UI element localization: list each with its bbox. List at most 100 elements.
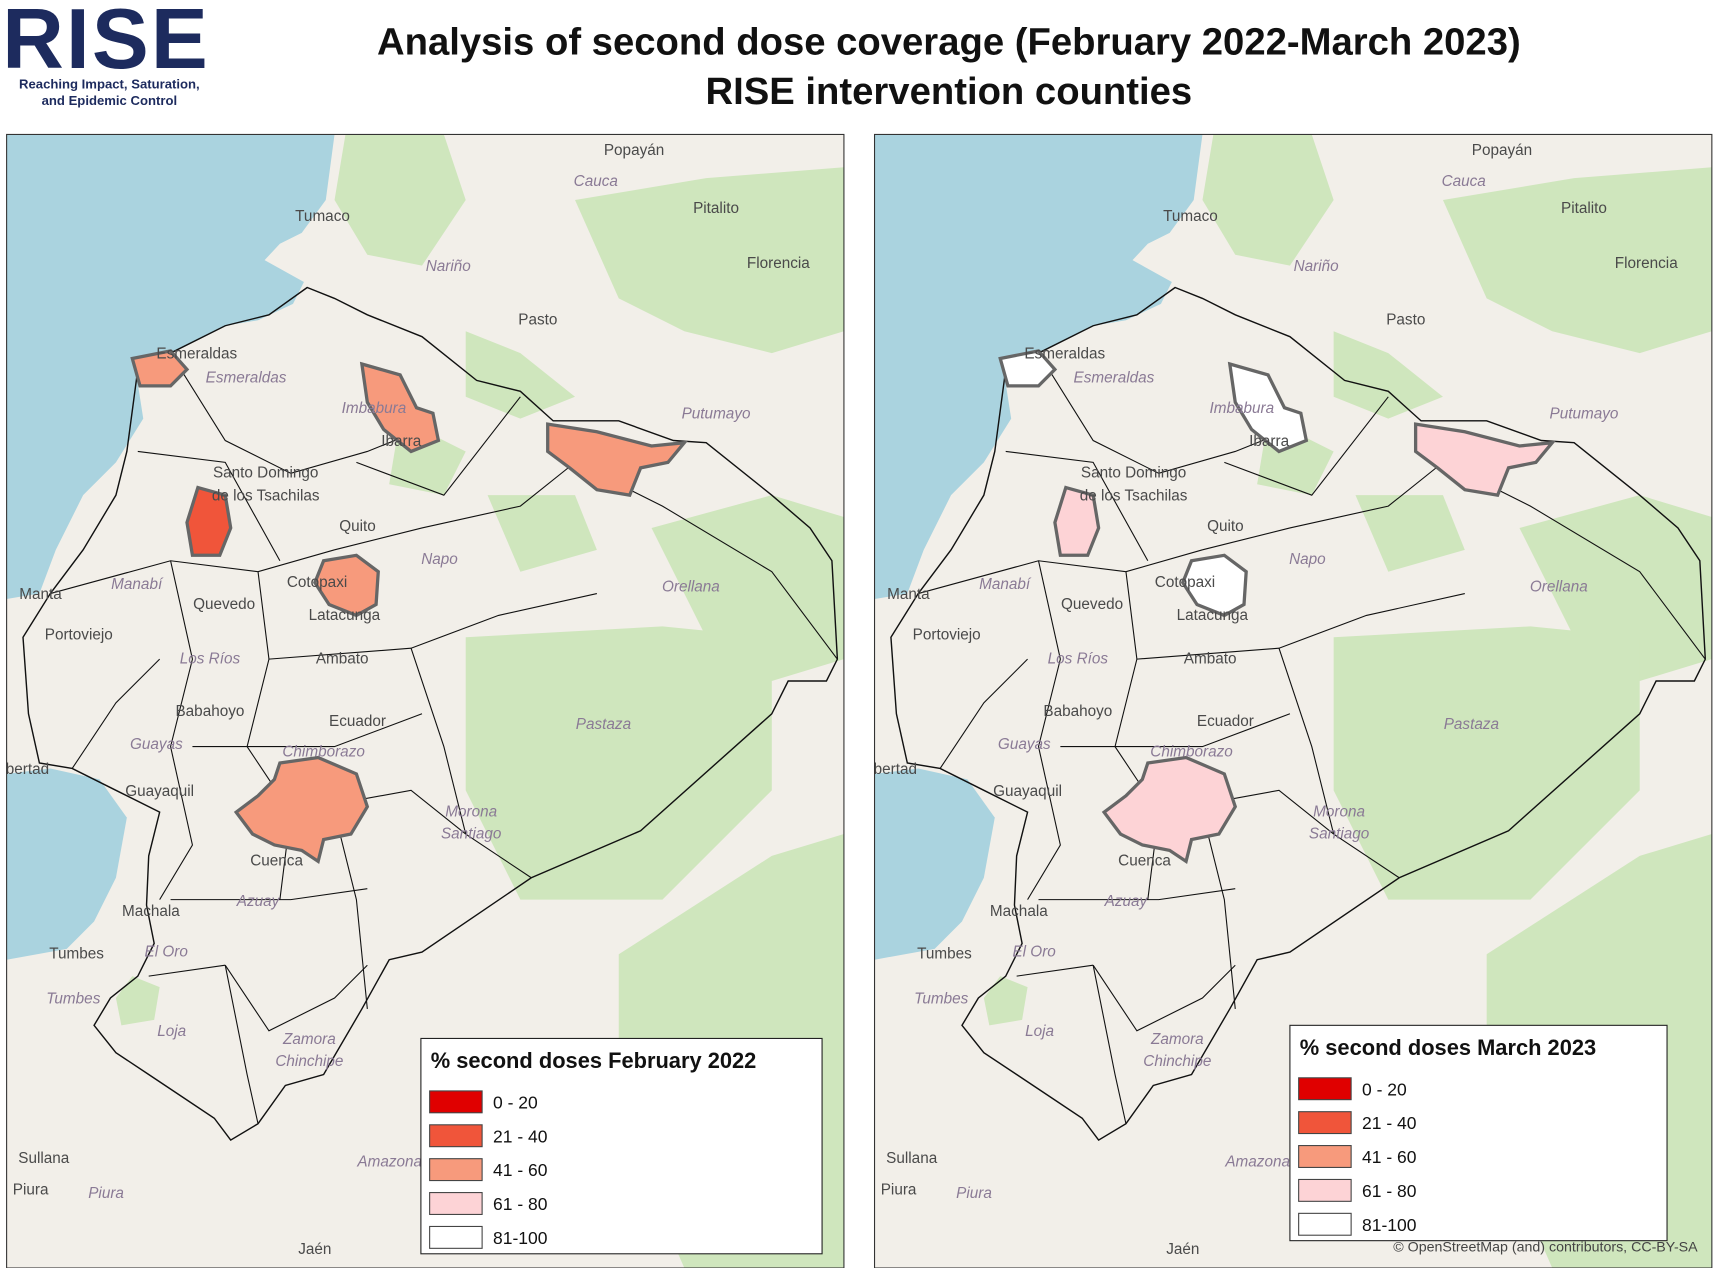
ocean: [874, 134, 1203, 600]
place-label: Guayaquil: [993, 783, 1062, 800]
place-label: Pitalito: [1561, 200, 1607, 217]
boundary: [334, 812, 368, 1009]
boundary: [1278, 648, 1335, 835]
boundary: [939, 658, 1028, 769]
ocean: [874, 768, 995, 960]
boundary: [1038, 352, 1291, 474]
logo-tagline: and Epidemic Control: [42, 93, 177, 108]
place-label: Tumaco: [1163, 208, 1218, 225]
attribution: © OpenStreetMap (and) contributors, CC-B…: [1393, 1240, 1698, 1256]
place-label: Imbabura: [1210, 400, 1275, 417]
legend-swatch: [429, 1192, 483, 1215]
forest: [487, 495, 597, 572]
legend-swatch: [1298, 1178, 1352, 1202]
place-label: Santo Domingo: [1081, 465, 1186, 482]
legend-label: 81-100: [1362, 1215, 1417, 1235]
place-label: Putumayo: [1550, 406, 1619, 423]
place-label: bertad: [6, 761, 49, 778]
place-label: Morona: [445, 804, 497, 821]
place-label: Zamora: [282, 1031, 336, 1048]
place-label: Portoviejo: [45, 626, 113, 643]
boundary: [334, 461, 576, 551]
legend-label: 41 - 60: [493, 1160, 548, 1180]
boundary: [159, 560, 194, 900]
panel-border: [873, 133, 1713, 1268]
place-label: Latacunga: [309, 607, 381, 624]
place-label: Orellana: [1530, 578, 1588, 595]
legend-box: [420, 1037, 823, 1255]
place-label: Amazonas: [356, 1153, 430, 1170]
place-label: Manta: [19, 586, 62, 603]
place-label: Morona: [1313, 804, 1365, 821]
legend-label: 81-100: [493, 1228, 548, 1248]
region: [130, 349, 190, 388]
legend-swatch: [429, 1124, 483, 1148]
place-label: Amazonas: [1224, 1153, 1298, 1170]
place-label: Cuenca: [250, 853, 303, 870]
panel-border: [6, 133, 845, 1268]
legend-label: 0 - 20: [493, 1092, 538, 1112]
place-label: Esmeraldas: [1074, 370, 1155, 387]
place-label: Pastaza: [1444, 716, 1499, 733]
place-label: Nariño: [426, 258, 472, 275]
boundary: [1060, 713, 1291, 748]
place-label: Tumbes: [46, 990, 100, 1007]
place-label: Machala: [122, 903, 180, 920]
place-label: Imbabura: [342, 400, 407, 417]
region: [1413, 422, 1557, 498]
place-label: Guayas: [130, 736, 183, 753]
forest: [1355, 495, 1465, 572]
place-label: Cauca: [574, 173, 618, 190]
legend-swatch: [1298, 1145, 1352, 1168]
forest: [651, 495, 844, 682]
boundary: [1038, 888, 1236, 901]
place-label: Florencia: [1615, 255, 1678, 272]
place-label: Tumaco: [295, 208, 350, 225]
forest: [1442, 167, 1712, 354]
place-label: Esmeraldas: [156, 346, 237, 363]
place-label: Jaén: [298, 1241, 331, 1258]
place-label: Pasto: [518, 312, 557, 329]
place-label: Napo: [1289, 551, 1326, 568]
place-label: Manta: [887, 586, 930, 603]
place-label: Cotopaxi: [1155, 574, 1215, 591]
boundary: [224, 965, 259, 1124]
legend-box: [1289, 1024, 1668, 1242]
place-label: Sullana: [18, 1150, 70, 1167]
legend-swatch: [429, 1225, 483, 1249]
region: [1101, 755, 1238, 865]
place-label: Popayán: [1472, 142, 1532, 159]
boundary: [1016, 964, 1094, 977]
logo-tagline: Reaching Impact, Saturation,: [19, 77, 200, 92]
place-label: Quevedo: [193, 596, 255, 613]
place-label: Florencia: [747, 255, 810, 272]
place-label: Los Ríos: [180, 651, 241, 668]
place-label: Guayas: [998, 736, 1051, 753]
legend-swatch: [1298, 1077, 1352, 1101]
place-label: Pasto: [1386, 312, 1425, 329]
place-label: Popayán: [604, 142, 664, 159]
boundary: [1224, 396, 1389, 496]
place-label: Tumbes: [917, 946, 972, 963]
place-label: Ibarra: [381, 433, 421, 450]
place-label: Napo: [421, 551, 458, 568]
place-label: de los Tsachilas: [212, 488, 320, 505]
region: [546, 422, 689, 498]
place-label: Azuay: [1104, 893, 1149, 910]
legend-label: 21 - 40: [493, 1126, 548, 1146]
place-label: Jaén: [1166, 1241, 1199, 1258]
legend-swatch: [1298, 1212, 1352, 1236]
boundary: [71, 658, 161, 769]
place-label: Sullana: [886, 1150, 938, 1167]
place-label: Guayaquil: [125, 783, 194, 800]
place-label: Santo Domingo: [213, 465, 318, 482]
place-label: Manabí: [111, 576, 164, 593]
place-label: Piura: [88, 1185, 124, 1202]
region: [1053, 485, 1101, 557]
boundary: [1092, 964, 1236, 1032]
place-label: Tumbes: [914, 990, 968, 1007]
place-label: Esmeraldas: [206, 370, 287, 387]
place-label: Chinchipe: [275, 1053, 343, 1070]
legend-title: % second doses February 2022: [431, 1048, 757, 1073]
place-label: Machala: [990, 903, 1048, 920]
